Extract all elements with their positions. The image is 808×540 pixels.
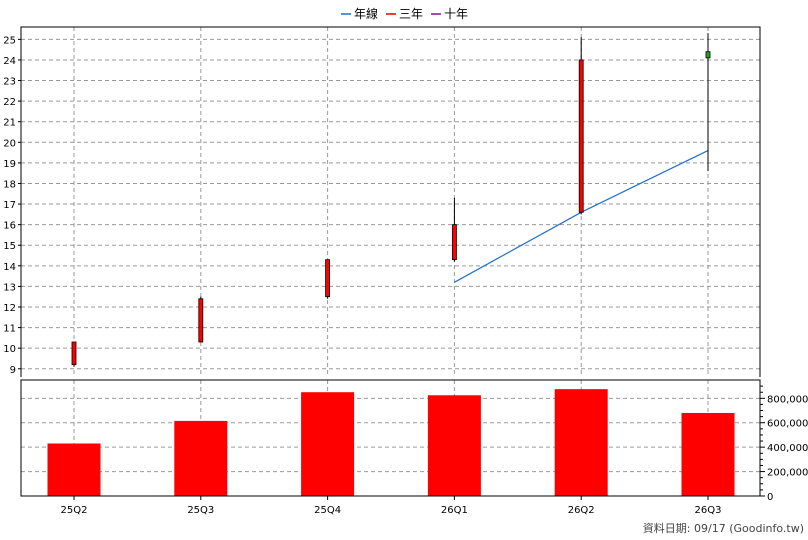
x-tick-label: 26Q2 — [568, 505, 595, 516]
price-panel: 9 10 11 12 13 14 15 16 17 18 19 20 21 22 23 24 25 — [3, 26, 761, 377]
price-tick-label: 16 — [3, 221, 16, 232]
price-tick-label: 18 — [3, 179, 16, 190]
candle — [578, 37, 584, 215]
volume-tick-label: 200,000 — [767, 468, 808, 479]
volume-bar — [47, 443, 101, 496]
volume-bar — [554, 389, 608, 496]
candle — [198, 296, 204, 343]
volume-bar — [174, 420, 228, 496]
x-tick-label: 26Q3 — [695, 505, 722, 516]
legend-label: 十年 — [444, 7, 468, 21]
volume-frame — [20, 379, 761, 497]
volume-bar — [681, 412, 735, 496]
price-tick-label: 14 — [3, 262, 16, 273]
price-tick-label: 21 — [3, 118, 16, 129]
candle-body — [705, 51, 711, 59]
data-date-footer: 資料日期: 09/17 (Goodinfo.tw) — [643, 521, 804, 535]
price-tick-label: 23 — [3, 77, 16, 88]
price-tick-label: 15 — [3, 241, 16, 252]
candle — [451, 197, 457, 262]
price-tick-label: 19 — [3, 159, 16, 170]
volume-bar — [427, 395, 481, 496]
price-tick-label: 9 — [10, 365, 16, 376]
candle-body — [325, 259, 331, 298]
legend-item: 三年 — [386, 7, 423, 21]
x-tick-label: 25Q4 — [314, 505, 341, 516]
x-tick-label: 26Q1 — [441, 505, 468, 516]
volume-tick-label: 400,000 — [767, 443, 808, 454]
x-tick-label: 25Q3 — [187, 505, 214, 516]
candle-body — [451, 224, 457, 261]
legend-item: 十年 — [431, 7, 468, 21]
price-tick-label: 10 — [3, 344, 16, 355]
volume-tick-label: 800,000 — [767, 394, 808, 405]
volume-bar — [301, 392, 355, 496]
price-tick-label: 17 — [3, 200, 16, 211]
price-tick-label: 22 — [3, 97, 16, 108]
candle — [71, 341, 77, 367]
price-frame — [20, 26, 761, 377]
candle-body — [578, 59, 584, 213]
volume-tick-label: 0 — [767, 492, 773, 503]
candle — [325, 259, 331, 299]
x-tick-label: 25Q2 — [61, 505, 88, 516]
candle — [705, 33, 711, 172]
price-tick-label: 12 — [3, 303, 16, 314]
price-tick-label: 24 — [3, 56, 16, 67]
price-tick-label: 20 — [3, 138, 16, 149]
candle-body — [71, 341, 77, 366]
legend-item: 年線 — [341, 6, 378, 21]
price-plot-area — [21, 27, 760, 377]
legend-label: 年線 — [354, 6, 378, 21]
volume-tick-label: 600,000 — [767, 419, 808, 430]
price-tick-label: 13 — [3, 282, 16, 293]
volume-panel: 0 200,000 400,000 600,000 800,000 — [20, 379, 808, 503]
legend: 年線 三年 十年 — [341, 6, 468, 21]
candle-body — [198, 298, 204, 343]
price-tick-label: 25 — [3, 35, 16, 46]
price-tick-label: 11 — [3, 324, 16, 335]
legend-label: 三年 — [399, 7, 423, 21]
x-axis: 25Q2 25Q3 25Q4 26Q1 26Q2 26Q3 — [61, 496, 722, 516]
